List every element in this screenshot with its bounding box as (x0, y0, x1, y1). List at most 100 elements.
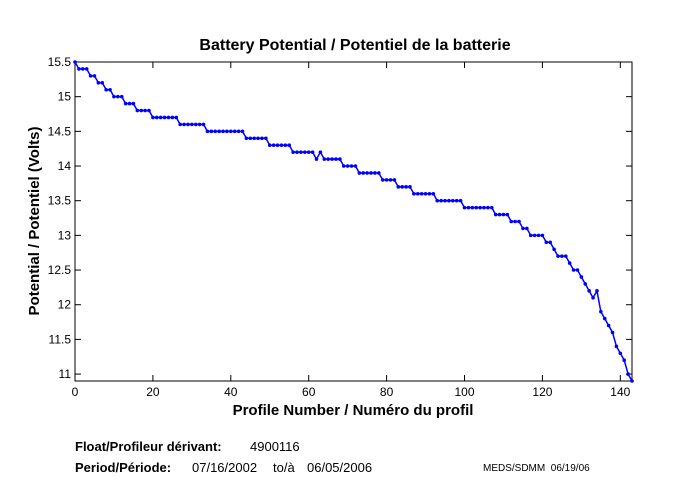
x-tick-label: 80 (380, 385, 394, 399)
data-point (178, 122, 182, 127)
x-tick-label: 0 (72, 385, 79, 399)
y-tick-label: 11 (59, 367, 72, 381)
data-point (567, 261, 572, 265)
data-point (229, 129, 233, 134)
data-point (404, 185, 408, 189)
data-point (384, 178, 389, 182)
data-point (388, 178, 393, 182)
data-point (330, 157, 334, 161)
data-point (326, 157, 330, 161)
period-end: 06/05/2006 (307, 460, 372, 475)
y-tick-label: 13.5 (48, 194, 72, 208)
data-point (587, 289, 591, 293)
data-point (271, 143, 276, 148)
period-start: 07/16/2002 (192, 460, 257, 475)
data-point (162, 115, 167, 120)
data-point (283, 143, 288, 148)
data-point (151, 115, 155, 120)
data-point (225, 129, 229, 134)
data-point (579, 275, 584, 279)
data-point (256, 136, 260, 141)
data-point (528, 233, 533, 238)
data-point (244, 136, 249, 141)
data-point (560, 254, 564, 258)
data-point (84, 67, 89, 71)
y-tick-label: 15.5 (48, 55, 72, 69)
data-point (139, 108, 144, 113)
y-tick-label: 12.5 (48, 263, 72, 277)
data-point (174, 115, 179, 120)
data-point (415, 191, 420, 196)
data-point (80, 67, 85, 71)
series-line (74, 61, 633, 382)
y-tick-label: 14 (58, 159, 72, 173)
data-point (267, 143, 272, 148)
data-point (419, 191, 424, 196)
data-point (322, 157, 327, 161)
data-point (626, 372, 630, 376)
data-point (501, 212, 506, 217)
data-point (443, 198, 447, 203)
data-point (147, 108, 151, 113)
period-separator: to/à (273, 460, 295, 475)
data-point (478, 205, 482, 210)
y-tick-label: 13 (58, 228, 72, 242)
data-point (408, 185, 412, 189)
x-tick-label: 140 (610, 385, 630, 399)
data-point (392, 178, 397, 182)
data-point (295, 150, 299, 154)
data-point (213, 129, 218, 134)
data-point (606, 323, 611, 328)
x-tick-label: 20 (146, 385, 160, 399)
data-point (123, 101, 128, 106)
y-tick-label: 15 (58, 90, 72, 104)
data-point (548, 240, 553, 245)
data-point (135, 108, 140, 113)
data-point (513, 219, 517, 224)
data-point (400, 185, 404, 189)
data-point (556, 254, 560, 258)
data-point (497, 212, 502, 217)
y-tick-label: 12 (58, 298, 72, 312)
data-point (338, 157, 342, 161)
data-point (466, 205, 471, 210)
data-point (630, 379, 634, 383)
data-point (287, 143, 292, 148)
data-point (127, 101, 132, 106)
plot-frame (74, 61, 633, 382)
data-point (275, 143, 280, 148)
data-point (489, 205, 494, 210)
data-point (563, 254, 568, 258)
data-point (306, 150, 311, 154)
data-point (536, 233, 541, 238)
data-point (614, 344, 619, 349)
data-point (197, 122, 202, 127)
data-point (470, 205, 475, 210)
data-point (260, 136, 264, 141)
data-point (88, 74, 93, 78)
data-point (182, 122, 186, 127)
data-point (143, 108, 147, 113)
data-point (583, 282, 588, 286)
data-point (482, 205, 486, 210)
data-point (365, 171, 369, 175)
data-point (201, 122, 206, 127)
data-point (209, 129, 214, 134)
data-point (369, 171, 373, 175)
data-point (462, 205, 467, 210)
data-point (599, 309, 603, 314)
float-label: Float/Profileur dérivant: (75, 439, 222, 454)
data-point (158, 115, 163, 120)
data-point (166, 115, 171, 120)
period-label: Period/Période: (75, 460, 171, 475)
data-point (412, 191, 416, 196)
data-point (299, 150, 303, 154)
data-point (474, 205, 478, 210)
data-point (517, 219, 521, 224)
data-point (264, 136, 268, 141)
y-tick-label: 11.5 (49, 332, 72, 346)
chart-title: Battery Potential / Potentiel de la batt… (199, 37, 510, 54)
data-point (380, 178, 385, 182)
y-axis-label: Potential / Potentiel (Volts) (26, 127, 43, 316)
x-tick-label: 100 (454, 385, 474, 399)
